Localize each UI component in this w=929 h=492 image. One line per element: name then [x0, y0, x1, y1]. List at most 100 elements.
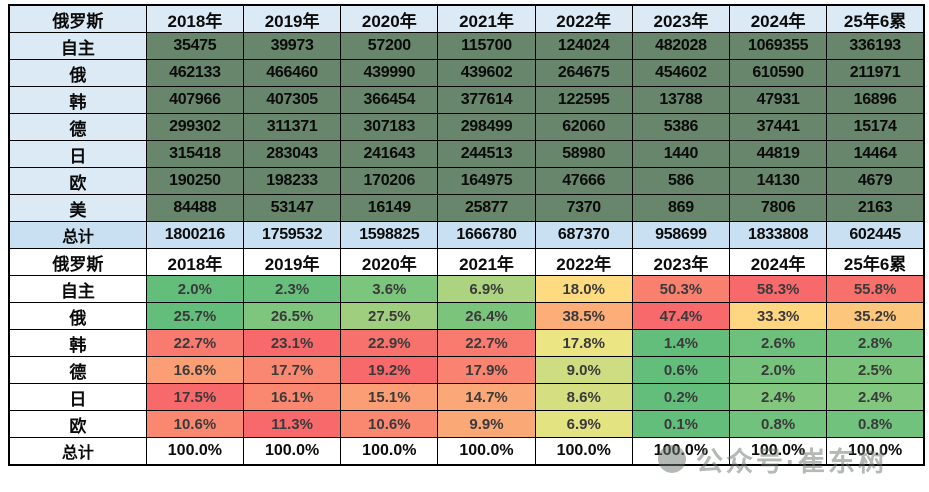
count-cell: 13788 — [631, 86, 731, 114]
count-cell: 170206 — [340, 167, 439, 195]
share-cell: 23.1% — [242, 329, 342, 357]
table-row: 德 16.6% 17.7% 19.2% 17.9% 9.0% 0.6% 2.0% 2.5% — [8, 356, 925, 384]
share-cell: 25.7% — [145, 302, 245, 330]
count-cell: 2163 — [826, 194, 925, 222]
year-header-cell: 2022年 — [534, 248, 633, 276]
share-cell: 35.2% — [826, 302, 925, 330]
total-cell: 602445 — [826, 221, 925, 249]
year-header-cell: 2024年 — [729, 248, 828, 276]
share-cell: 16.1% — [242, 383, 342, 411]
share-cell: 0.8% — [729, 410, 828, 438]
share-cell: 22.7% — [145, 329, 245, 357]
share-cell: 0.8% — [826, 410, 925, 438]
count-cell: 311371 — [242, 113, 342, 141]
corner-header-cell: 俄罗斯 — [8, 248, 147, 276]
total-cell: 100.0% — [534, 437, 633, 466]
table-row: 美 84488 53147 16149 25877 7370 869 7806 2163 — [8, 194, 925, 222]
count-cell: 37441 — [729, 113, 828, 141]
count-cell: 298499 — [437, 113, 536, 141]
share-cell: 33.3% — [729, 302, 828, 330]
table-row: 韩 22.7% 23.1% 22.9% 22.7% 17.8% 1.4% 2.6% 2.8% — [8, 329, 925, 357]
corner-header-cell: 俄罗斯 — [8, 4, 147, 33]
share-cell: 55.8% — [826, 275, 925, 303]
share-cell: 11.3% — [242, 410, 342, 438]
share-cell: 0.2% — [631, 383, 731, 411]
row-label: 欧 — [8, 167, 147, 195]
share-cell: 2.0% — [145, 275, 245, 303]
count-cell: 84488 — [145, 194, 245, 222]
count-cell: 190250 — [145, 167, 245, 195]
count-cell: 336193 — [826, 32, 925, 60]
total-cell: 1800216 — [145, 221, 245, 249]
count-cell: 244513 — [437, 140, 536, 168]
share-cell: 8.6% — [534, 383, 633, 411]
count-cell: 62060 — [534, 113, 633, 141]
total-cell: 1666780 — [437, 221, 536, 249]
year-header-cell: 2021年 — [437, 4, 536, 33]
count-cell: 35475 — [145, 32, 245, 60]
table-row: 俄罗斯 2018年 2019年 2020年 2021年 2022年 2023年 2024年 25… — [8, 4, 925, 33]
share-cell: 6.9% — [534, 410, 633, 438]
row-label: 欧 — [8, 410, 147, 438]
share-cell: 17.5% — [145, 383, 245, 411]
count-cell: 124024 — [534, 32, 633, 60]
share-cell: 2.4% — [729, 383, 828, 411]
count-cell: 586 — [631, 167, 731, 195]
share-cell: 22.7% — [437, 329, 536, 357]
year-header-cell: 2023年 — [631, 248, 731, 276]
count-cell: 14464 — [826, 140, 925, 168]
year-header-cell: 2021年 — [437, 248, 536, 276]
table-row: 德 299302 311371 307183 298499 62060 5386 37441 1… — [8, 113, 925, 141]
total-row: 总计 100.0% 100.0% 100.0% 100.0% 100.0% 100.0% 10… — [8, 437, 925, 466]
total-cell: 100.0% — [145, 437, 245, 466]
count-cell: 16896 — [826, 86, 925, 114]
share-cell: 10.6% — [145, 410, 245, 438]
row-label: 自主 — [8, 275, 147, 303]
share-cell: 15.1% — [340, 383, 439, 411]
total-cell: 100.0% — [242, 437, 342, 466]
total-cell: 100.0% — [826, 437, 925, 466]
table-row: 韩 407966 407305 366454 377614 122595 13788 4793… — [8, 86, 925, 114]
count-cell: 25877 — [437, 194, 536, 222]
share-cell: 2.0% — [729, 356, 828, 384]
share-cell: 14.7% — [437, 383, 536, 411]
table-row: 欧 10.6% 11.3% 10.6% 9.9% 6.9% 0.1% 0.8% 0.8% — [8, 410, 925, 438]
count-cell: 198233 — [242, 167, 342, 195]
total-cell: 100.0% — [631, 437, 731, 466]
count-cell: 1069355 — [729, 32, 828, 60]
share-cell: 2.6% — [729, 329, 828, 357]
year-header-cell: 2019年 — [242, 248, 342, 276]
count-cell: 869 — [631, 194, 731, 222]
total-cell: 1598825 — [340, 221, 439, 249]
share-cell: 26.4% — [437, 302, 536, 330]
count-cell: 7370 — [534, 194, 633, 222]
count-cell: 115700 — [437, 32, 536, 60]
table-row: 自主 35475 39973 57200 115700 124024 482028 10693… — [8, 32, 925, 60]
share-cell: 17.9% — [437, 356, 536, 384]
count-cell: 462133 — [145, 59, 245, 87]
share-cell: 2.3% — [242, 275, 342, 303]
row-label: 美 — [8, 194, 147, 222]
total-cell: 1833808 — [729, 221, 828, 249]
count-cell: 454602 — [631, 59, 731, 87]
share-cell: 18.0% — [534, 275, 633, 303]
share-cell: 27.5% — [340, 302, 439, 330]
share-cell: 58.3% — [729, 275, 828, 303]
share-cell: 9.9% — [437, 410, 536, 438]
count-cell: 53147 — [242, 194, 342, 222]
year-header-cell: 2018年 — [145, 248, 245, 276]
row-label: 自主 — [8, 32, 147, 60]
count-cell: 164975 — [437, 167, 536, 195]
table-row: 日 315418 283043 241643 244513 58980 1440 44819 1… — [8, 140, 925, 168]
share-cell: 9.0% — [534, 356, 633, 384]
share-cell: 6.9% — [437, 275, 536, 303]
count-cell: 4679 — [826, 167, 925, 195]
share-cell: 47.4% — [631, 302, 731, 330]
count-cell: 439602 — [437, 59, 536, 87]
count-cell: 366454 — [340, 86, 439, 114]
table-body: 俄罗斯 2018年 2019年 2020年 2021年 2022年 2023年 2024年 25… — [8, 4, 925, 466]
row-label: 日 — [8, 383, 147, 411]
share-cell: 3.6% — [340, 275, 439, 303]
table-row: 俄 462133 466460 439990 439602 264675 454602 610… — [8, 59, 925, 87]
total-cell: 100.0% — [729, 437, 828, 466]
